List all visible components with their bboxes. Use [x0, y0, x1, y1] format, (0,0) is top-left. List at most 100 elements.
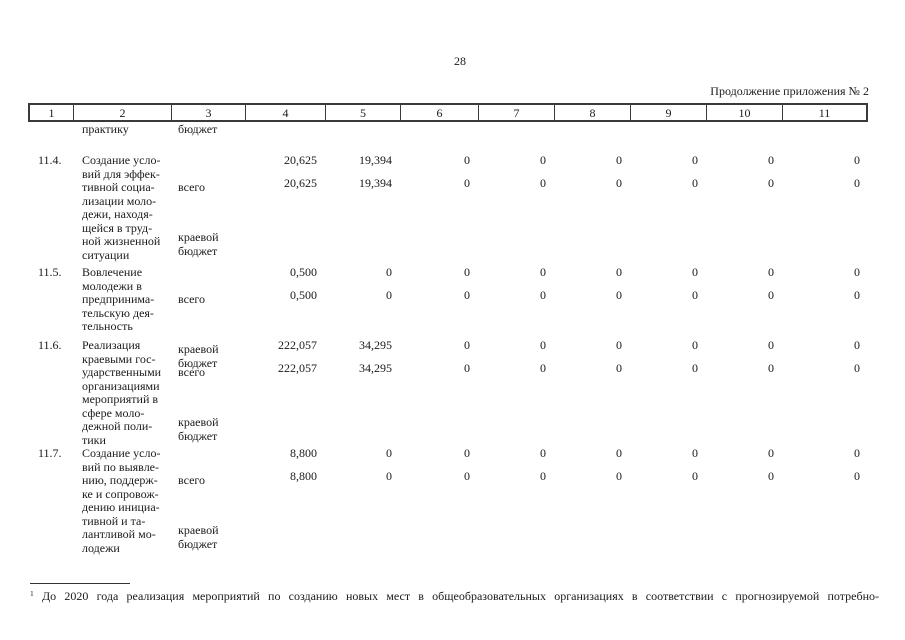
- value-regional: 0: [540, 176, 546, 190]
- value-regional: 0: [854, 176, 860, 190]
- value-regional: 0: [540, 288, 546, 302]
- value-total: 0: [540, 153, 546, 167]
- row-number: 11.4.: [38, 153, 62, 167]
- value-total: 0: [692, 153, 698, 167]
- value-total: 20,625: [284, 153, 317, 167]
- column-number-cell: 1: [48, 106, 55, 120]
- value-total: 0: [540, 338, 546, 352]
- value-regional: 0: [768, 361, 774, 375]
- value-regional: 0: [386, 288, 392, 302]
- funding-source-regional-label: краевой бюджет: [178, 342, 219, 370]
- value-regional: 0: [464, 469, 470, 483]
- value-total: 0: [540, 446, 546, 460]
- value-total: 0: [692, 338, 698, 352]
- column-number-cell: 5: [325, 105, 400, 120]
- value-total: 0: [616, 446, 622, 460]
- funding-source-cell: всего краевой бюджет: [171, 266, 245, 397]
- value-total: 0: [616, 338, 622, 352]
- funding-source-total-label: всего: [178, 365, 206, 379]
- funding-source-cell: всего краевой бюджет: [171, 154, 245, 285]
- column-number-cell: 9: [630, 105, 706, 120]
- row-number: 11.5.: [38, 265, 62, 279]
- value-regional: 0: [854, 288, 860, 302]
- value-regional: 0: [692, 469, 698, 483]
- value-regional: 0: [386, 469, 392, 483]
- value-regional: 0: [616, 176, 622, 190]
- value-regional: 0: [692, 288, 698, 302]
- value-regional: 19,394: [359, 176, 392, 190]
- value-regional: 0: [854, 469, 860, 483]
- funding-source-cell: всего краевой бюджет: [171, 339, 245, 470]
- table-row: 11.4. Создание усло- вий для эффек- тивн…: [28, 153, 868, 285]
- value-total: 0: [386, 446, 392, 460]
- column-number-header: 1 2 3 4 5 6 7 8 9 10 11: [28, 103, 868, 122]
- value-regional: 222,057: [278, 361, 317, 375]
- value-total: 0: [854, 153, 860, 167]
- column-number-cell: 3: [171, 105, 245, 120]
- column-number-cell: 6: [400, 105, 478, 120]
- value-regional: 0: [616, 469, 622, 483]
- value-total: 0: [768, 153, 774, 167]
- row-number: 11.6.: [38, 338, 62, 352]
- value-regional: 0: [464, 176, 470, 190]
- activity-name: Реализация краевыми гос- ударственными о…: [82, 338, 162, 447]
- activity-name: Создание усло- вий по выявле- нию, подде…: [82, 446, 161, 555]
- value-total: 0: [768, 265, 774, 279]
- value-cell: 20,625 20,625: [245, 153, 325, 285]
- value-regional: 0: [616, 288, 622, 302]
- value-total: 0: [692, 446, 698, 460]
- page-number: 28: [454, 54, 466, 68]
- column-number-cell: 2: [73, 105, 171, 120]
- carryover-row: практику бюджет: [0, 122, 905, 137]
- funding-source-regional-label: краевой бюджет: [178, 523, 219, 551]
- activity-name: Создание усло- вий для эффек- тивной соц…: [82, 153, 161, 262]
- footnote-text: До 2020 года реализация мероприятий по с…: [41, 589, 880, 603]
- value-total: 0: [616, 153, 622, 167]
- funding-source-cell: всего краевой бюджет: [171, 447, 245, 578]
- carryover-budget-text: бюджет: [178, 122, 218, 136]
- funding-source-regional-label: краевой бюджет: [178, 230, 219, 258]
- column-number-cell: 4: [245, 105, 325, 120]
- column-number-cell: 7: [478, 105, 554, 120]
- funding-source-total-label: всего: [178, 180, 206, 194]
- value-total: 222,057: [278, 338, 317, 352]
- column-number-cell: 8: [554, 105, 630, 120]
- table-row: 11.7. Создание усло- вий по выявле- нию,…: [28, 446, 868, 578]
- value-regional: 0: [692, 361, 698, 375]
- row-number: 11.7.: [38, 446, 62, 460]
- table-row: 11.6. Реализация краевыми гос- ударствен…: [28, 338, 868, 470]
- value-total: 0: [854, 446, 860, 460]
- value-regional: 20,625: [284, 176, 317, 190]
- value-total: 0: [616, 265, 622, 279]
- value-regional: 0: [692, 176, 698, 190]
- carryover-activity-text: практику: [82, 122, 129, 136]
- value-regional: 0: [464, 361, 470, 375]
- value-total: 0: [464, 153, 470, 167]
- value-regional: 0: [540, 361, 546, 375]
- value-total: 0: [854, 265, 860, 279]
- funding-source-total-label: всего: [178, 292, 206, 306]
- value-total: 19,394: [359, 153, 392, 167]
- footnote: 1 До 2020 года реализация мероприятий по…: [30, 587, 879, 604]
- value-cell: 0,500 0,500: [245, 265, 325, 397]
- value-total: 0,500: [290, 265, 317, 279]
- activity-name: Вовлечение молодежи в предпринима- тельс…: [82, 265, 155, 333]
- value-cell: 34,295 34,295: [325, 338, 400, 470]
